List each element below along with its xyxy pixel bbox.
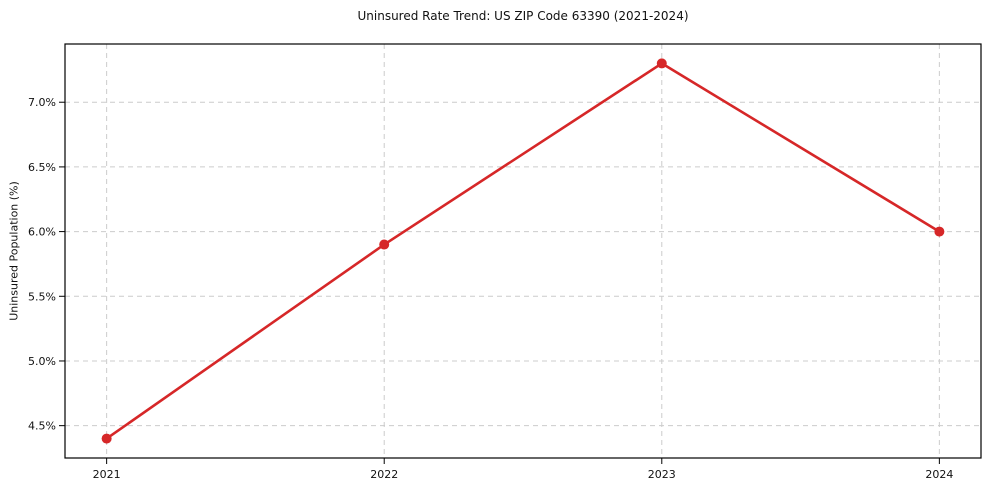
y-tick-label: 4.5% (28, 420, 56, 433)
plot-frame (64, 43, 982, 459)
data-point (656, 58, 667, 69)
data-point (934, 226, 945, 237)
x-tick-label: 2022 (370, 468, 398, 481)
y-tick-label: 6.0% (28, 226, 56, 239)
x-tick-label: 2021 (93, 468, 121, 481)
y-tick-label: 5.5% (28, 290, 56, 303)
y-tick-label: 6.5% (28, 161, 56, 174)
trend-line (105, 62, 941, 440)
chart-title: Uninsured Rate Trend: US ZIP Code 63390 … (357, 9, 689, 23)
x-tick-label: 2023 (648, 468, 676, 481)
data-point (101, 433, 112, 444)
x-tick-label: 2024 (925, 468, 953, 481)
y-tick-label: 7.0% (28, 96, 56, 109)
data-point (379, 239, 390, 250)
y-tick-label: 5.0% (28, 355, 56, 368)
